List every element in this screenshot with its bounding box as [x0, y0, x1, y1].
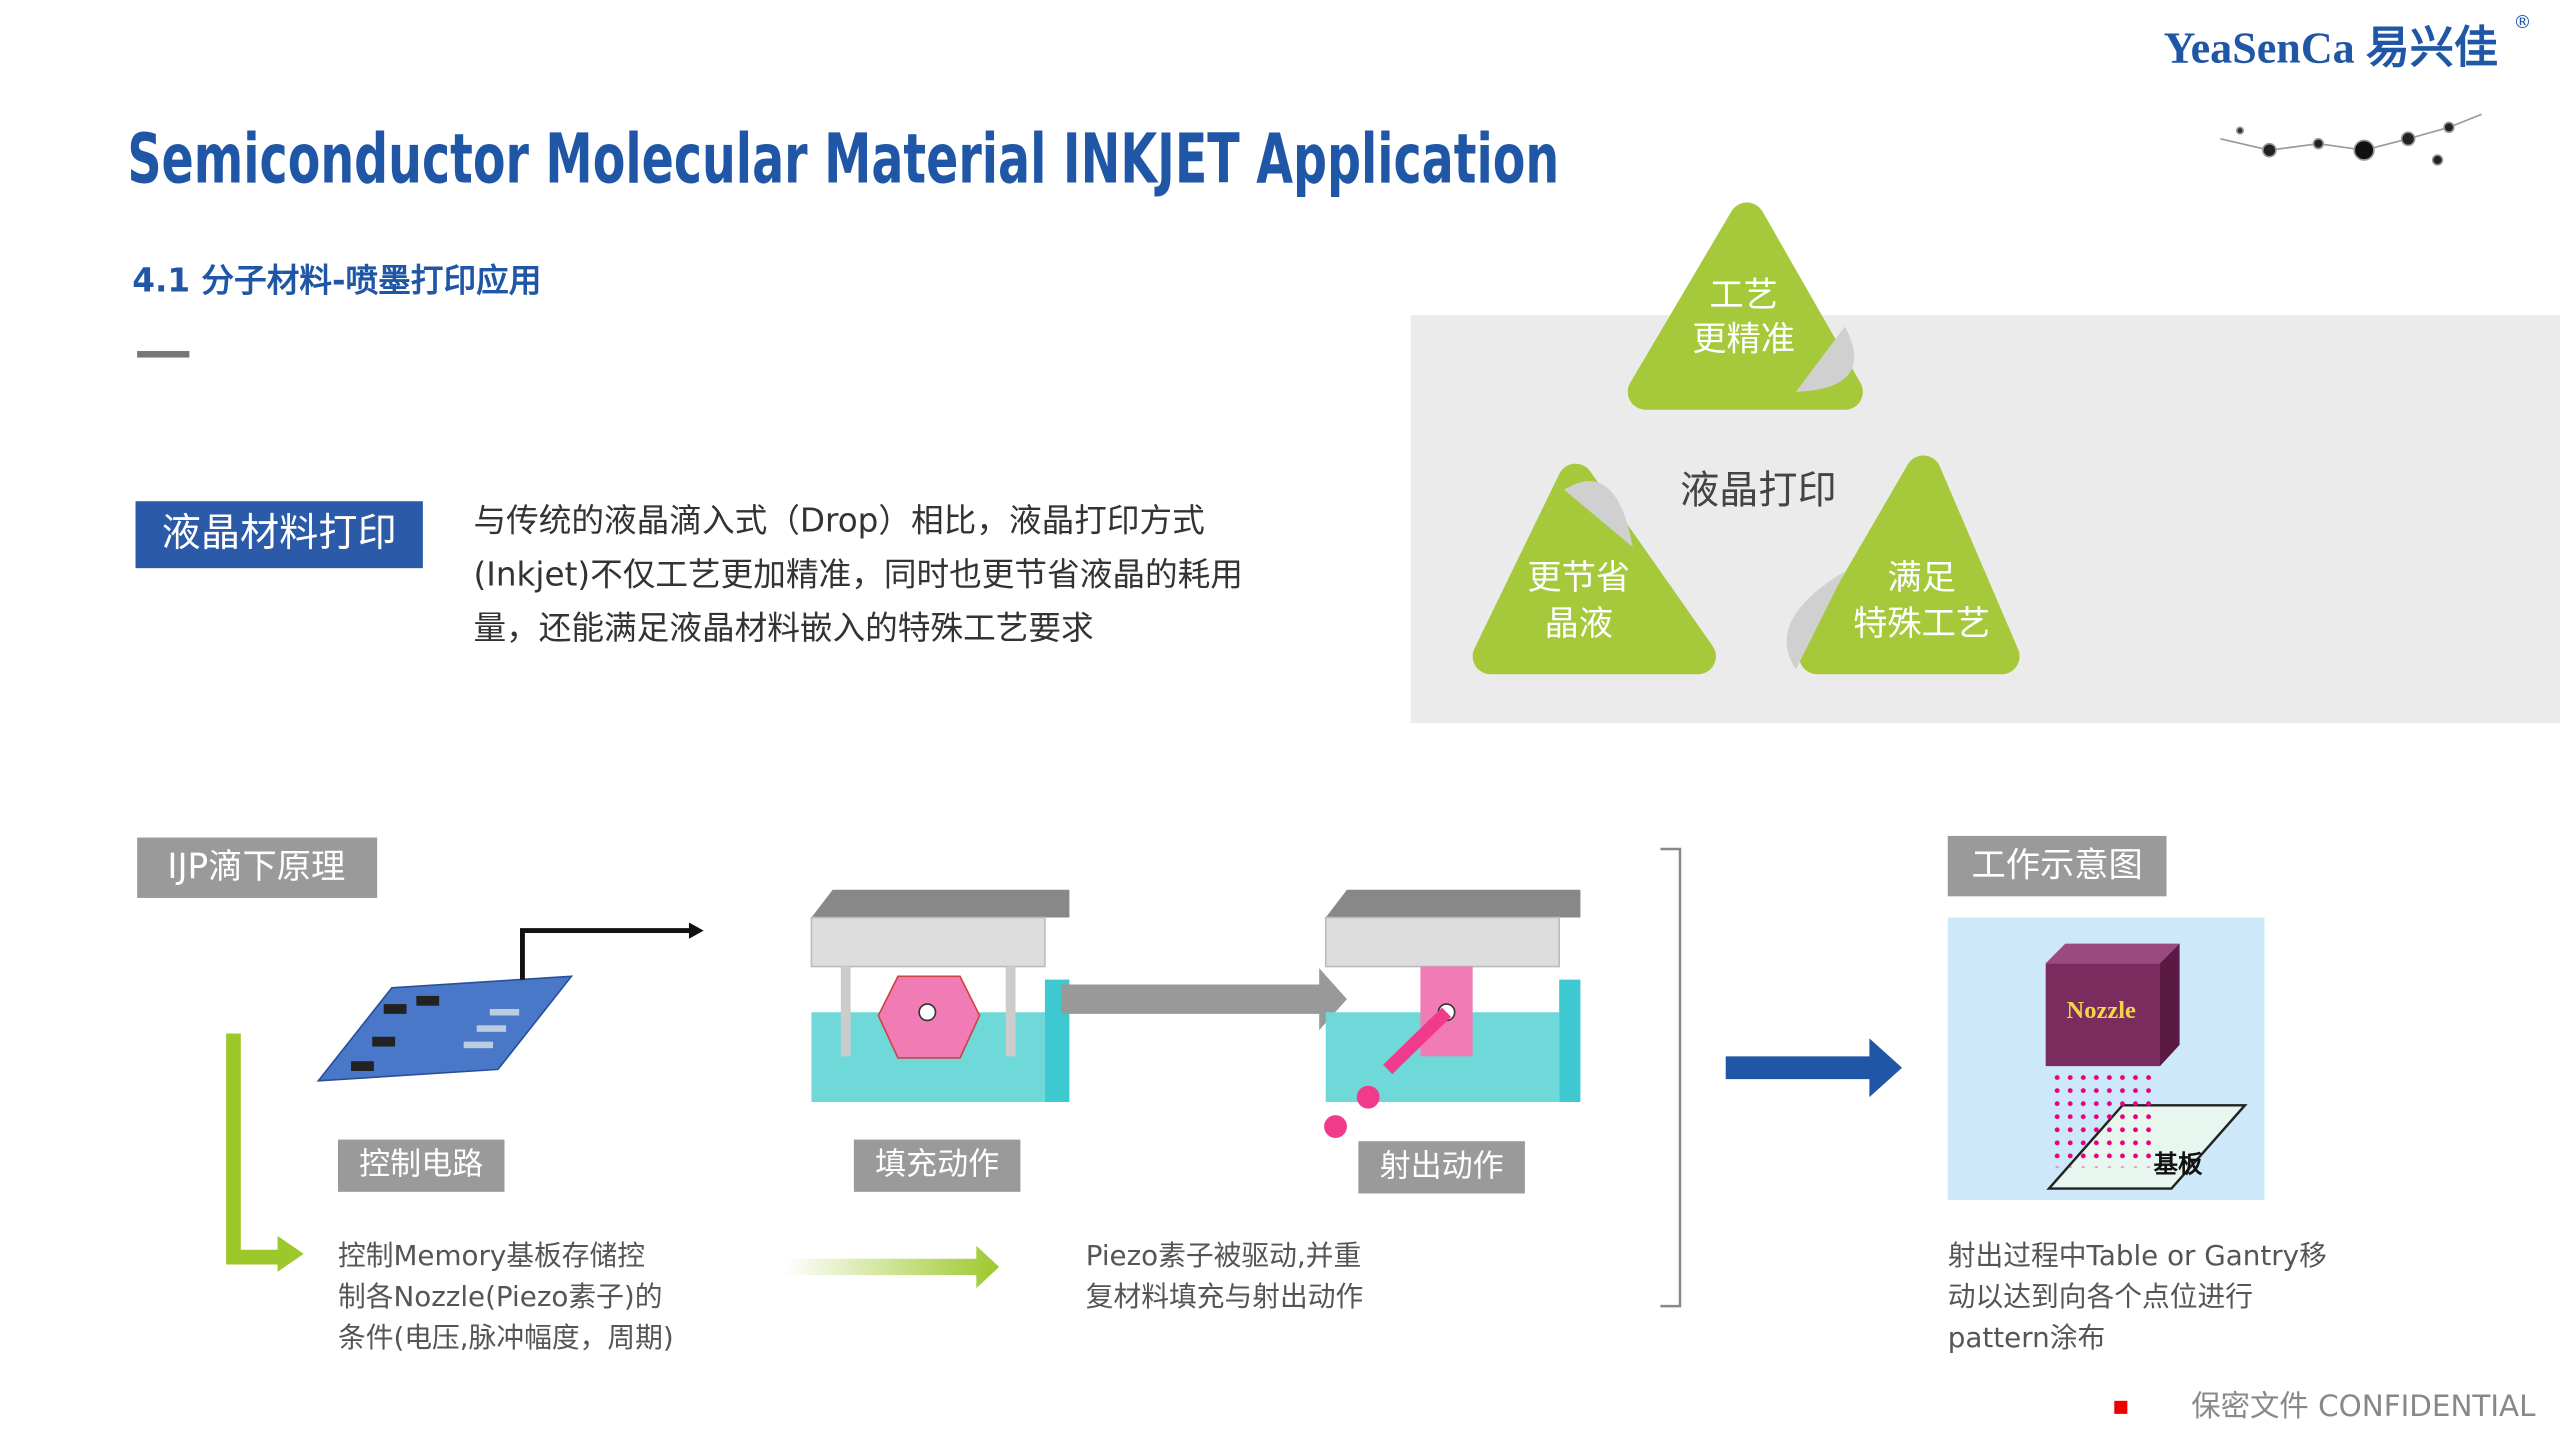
shape: [2262, 142, 2277, 158]
subtitle: 4.1 分子材料-喷墨打印应用: [132, 261, 541, 299]
description-line: 与传统的液晶滴入式（Drop）相比，液晶打印方式: [473, 501, 1204, 539]
bracket: [1660, 847, 1682, 1308]
petal-text: 更节省: [1527, 558, 1630, 598]
work-label-bg: [1947, 835, 2167, 897]
title: Semiconductor Molecular Material INKJET …: [127, 119, 1559, 199]
step-description: 复材料填充与射出动作: [1086, 1280, 1364, 1313]
spray: [2053, 1069, 2156, 1168]
pins: [463, 1008, 520, 1049]
step-bg: [853, 1139, 1021, 1192]
shape: [1627, 202, 1863, 410]
shape: [372, 1036, 396, 1047]
green-arrow: [226, 1033, 281, 1265]
description-line: 量，还能满足液晶材料嵌入的特殊工艺要求: [473, 609, 1093, 647]
petal-text: 晶液: [1545, 604, 1614, 644]
ijp-label: IJP滴下原理: [167, 847, 345, 887]
curl: [1795, 326, 1855, 392]
section-label-bg: [135, 501, 423, 569]
step-description: 控制Memory基板存储控: [338, 1239, 645, 1272]
shape: [2400, 131, 2416, 147]
step-description: 制各Nozzle(Piezo素子)的: [338, 1280, 663, 1313]
step-label: 控制电路: [359, 1147, 483, 1183]
fill-device: [810, 889, 1070, 1103]
step-label: 填充动作: [875, 1147, 999, 1183]
section-label: 液晶材料打印: [162, 511, 397, 556]
work-description: pattern涂布: [1948, 1321, 2105, 1354]
petal-text: 特殊工艺: [1853, 604, 1990, 644]
shape: [2443, 121, 2455, 134]
petal-text: 更精准: [1692, 320, 1795, 360]
chips: [351, 995, 440, 1072]
footer: 保密文件 CONFIDENTIAL: [2191, 1389, 2536, 1423]
gradient-arrow: [783, 1245, 1000, 1289]
green-arrow-head: [277, 1235, 304, 1272]
circuit-board: [316, 975, 574, 1082]
step-label: 射出动作: [1380, 1148, 1504, 1184]
description-line: (Inkjet)不仅工艺更加精准，同时也更节省液晶的耗用: [473, 555, 1242, 593]
diagram-center: 液晶打印: [1680, 469, 1837, 514]
shape: [810, 916, 1046, 968]
nozzle-front: [2045, 963, 2160, 1067]
shape: [2312, 137, 2325, 150]
shape: [476, 1025, 507, 1032]
blue-arrow: [1725, 1038, 1903, 1098]
step-description: 条件(电压,脉冲幅度，周期): [338, 1321, 674, 1354]
work-label: 工作示意图: [1971, 845, 2142, 885]
shape: [2235, 126, 2245, 135]
molecule-logo: [2220, 113, 2482, 166]
shape: [1383, 1007, 1452, 1075]
shape: [2431, 154, 2444, 166]
shape: [1324, 1115, 1347, 1138]
nozzle-label: Nozzle: [2067, 997, 2136, 1024]
eject-device: [1324, 889, 1581, 1138]
shape: [489, 1008, 520, 1016]
shape: [463, 1041, 494, 1049]
footer-mark: [2114, 1400, 2128, 1414]
work-description: 射出过程中Table or Gantry移: [1948, 1239, 2327, 1272]
shape: [918, 1003, 937, 1022]
nozzle-top: [2045, 943, 2180, 964]
shape: [1356, 1085, 1380, 1109]
substrate-label: 基板: [2153, 1150, 2202, 1179]
brand-mark: ®: [2513, 12, 2531, 33]
signal-head: [688, 922, 704, 939]
step-bg: [1358, 1141, 1525, 1194]
shape: [1005, 966, 1016, 1057]
shape: [1559, 979, 1581, 1103]
ijp-label-bg: [137, 837, 378, 898]
petal-text: 满足: [1887, 558, 1956, 598]
step-description: Piezo素子被驱动,并重: [1086, 1239, 1362, 1272]
curl: [1564, 481, 1633, 547]
shape: [1799, 455, 2020, 675]
shape: [1325, 889, 1581, 918]
nozzle-side: [2160, 943, 2180, 1067]
step-bg: [337, 1139, 505, 1192]
petal-text: 工艺: [1709, 276, 1778, 316]
divider: [137, 351, 190, 358]
triangles: [1472, 202, 2020, 675]
shape: [840, 966, 851, 1057]
shape: [351, 1061, 374, 1072]
shape: [2353, 139, 2375, 161]
gray-arrow: [1061, 968, 1347, 1031]
curl: [1786, 571, 1845, 670]
work-description: 动以达到向各个点位进行: [1948, 1280, 2253, 1313]
shape: [1472, 463, 1716, 675]
brand-name: YeaSenCa 易兴佳: [2164, 23, 2498, 72]
signal-line: [520, 928, 693, 980]
shape: [416, 995, 440, 1006]
shape: [383, 1004, 407, 1014]
shape: [1324, 916, 1561, 968]
shape: [811, 889, 1070, 918]
